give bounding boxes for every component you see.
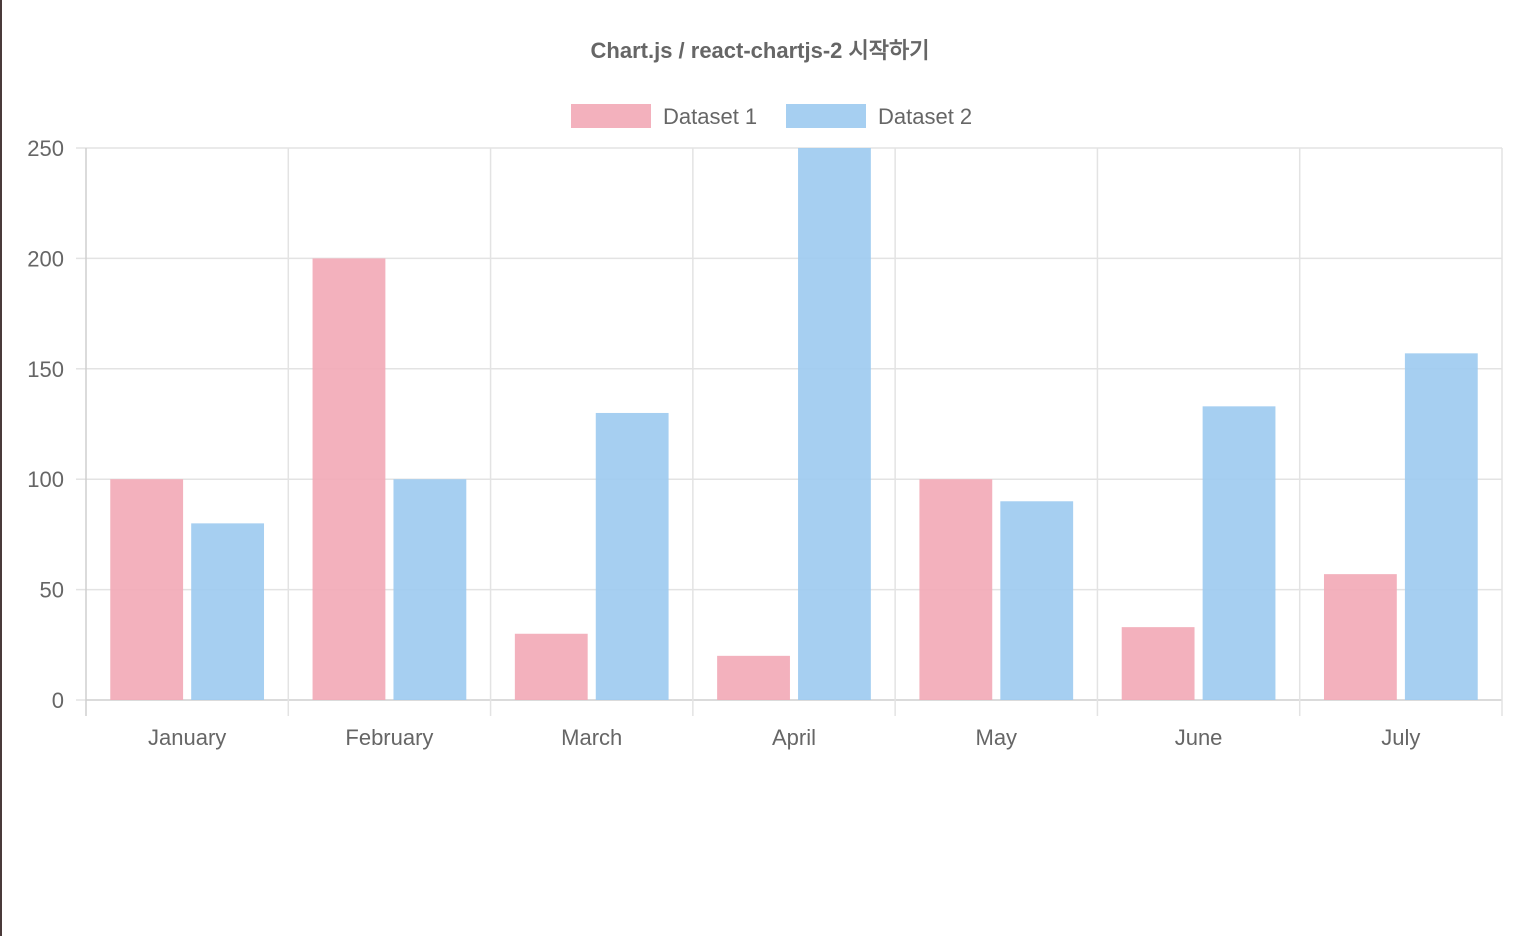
x-tick-label: July — [1381, 725, 1420, 750]
x-axis-ticks: January February March April May June July — [148, 725, 1420, 750]
legend-swatch-2 — [786, 104, 866, 128]
bar-1-april — [717, 655, 790, 700]
x-tick-label: June — [1175, 725, 1223, 750]
x-tick-label: April — [772, 725, 816, 750]
legend-label-1: Dataset 1 — [663, 104, 757, 129]
bar-2-april — [798, 148, 871, 700]
y-tick-label: 200 — [27, 246, 64, 271]
x-tick-label: March — [561, 725, 622, 750]
y-tick-label: 0 — [52, 688, 64, 713]
chart-grid — [76, 147, 1503, 716]
x-tick-label: May — [976, 725, 1018, 750]
y-tick-label: 50 — [40, 578, 64, 603]
y-axis-ticks: 0 50 100 150 200 250 — [27, 136, 64, 713]
bar-1-february — [312, 258, 386, 700]
bar-2-march — [595, 412, 669, 700]
x-tick-label: February — [345, 725, 433, 750]
bar-2-may — [1000, 501, 1074, 700]
bar-2-january — [191, 523, 265, 700]
legend-swatch-1 — [571, 104, 651, 128]
bar-1-july — [1323, 574, 1397, 700]
y-tick-label: 150 — [27, 357, 64, 382]
chart-bars — [110, 148, 1478, 700]
chart-title: Chart.js / react-chartjs-2 시작하기 — [591, 38, 930, 63]
window-left-edge — [0, 0, 2, 936]
x-tick-label: January — [148, 725, 226, 750]
bar-2-june — [1202, 406, 1276, 700]
bar-2-july — [1404, 353, 1478, 700]
bar-2-february — [393, 479, 467, 700]
legend-label-2: Dataset 2 — [878, 104, 972, 129]
bar-1-may — [919, 479, 993, 700]
bar-1-june — [1121, 627, 1195, 700]
y-tick-label: 100 — [27, 467, 64, 492]
bar-1-march — [514, 633, 588, 700]
y-tick-label: 250 — [27, 136, 64, 161]
legend: Dataset 1 Dataset 2 — [571, 104, 972, 129]
bar-1-january — [110, 479, 184, 700]
